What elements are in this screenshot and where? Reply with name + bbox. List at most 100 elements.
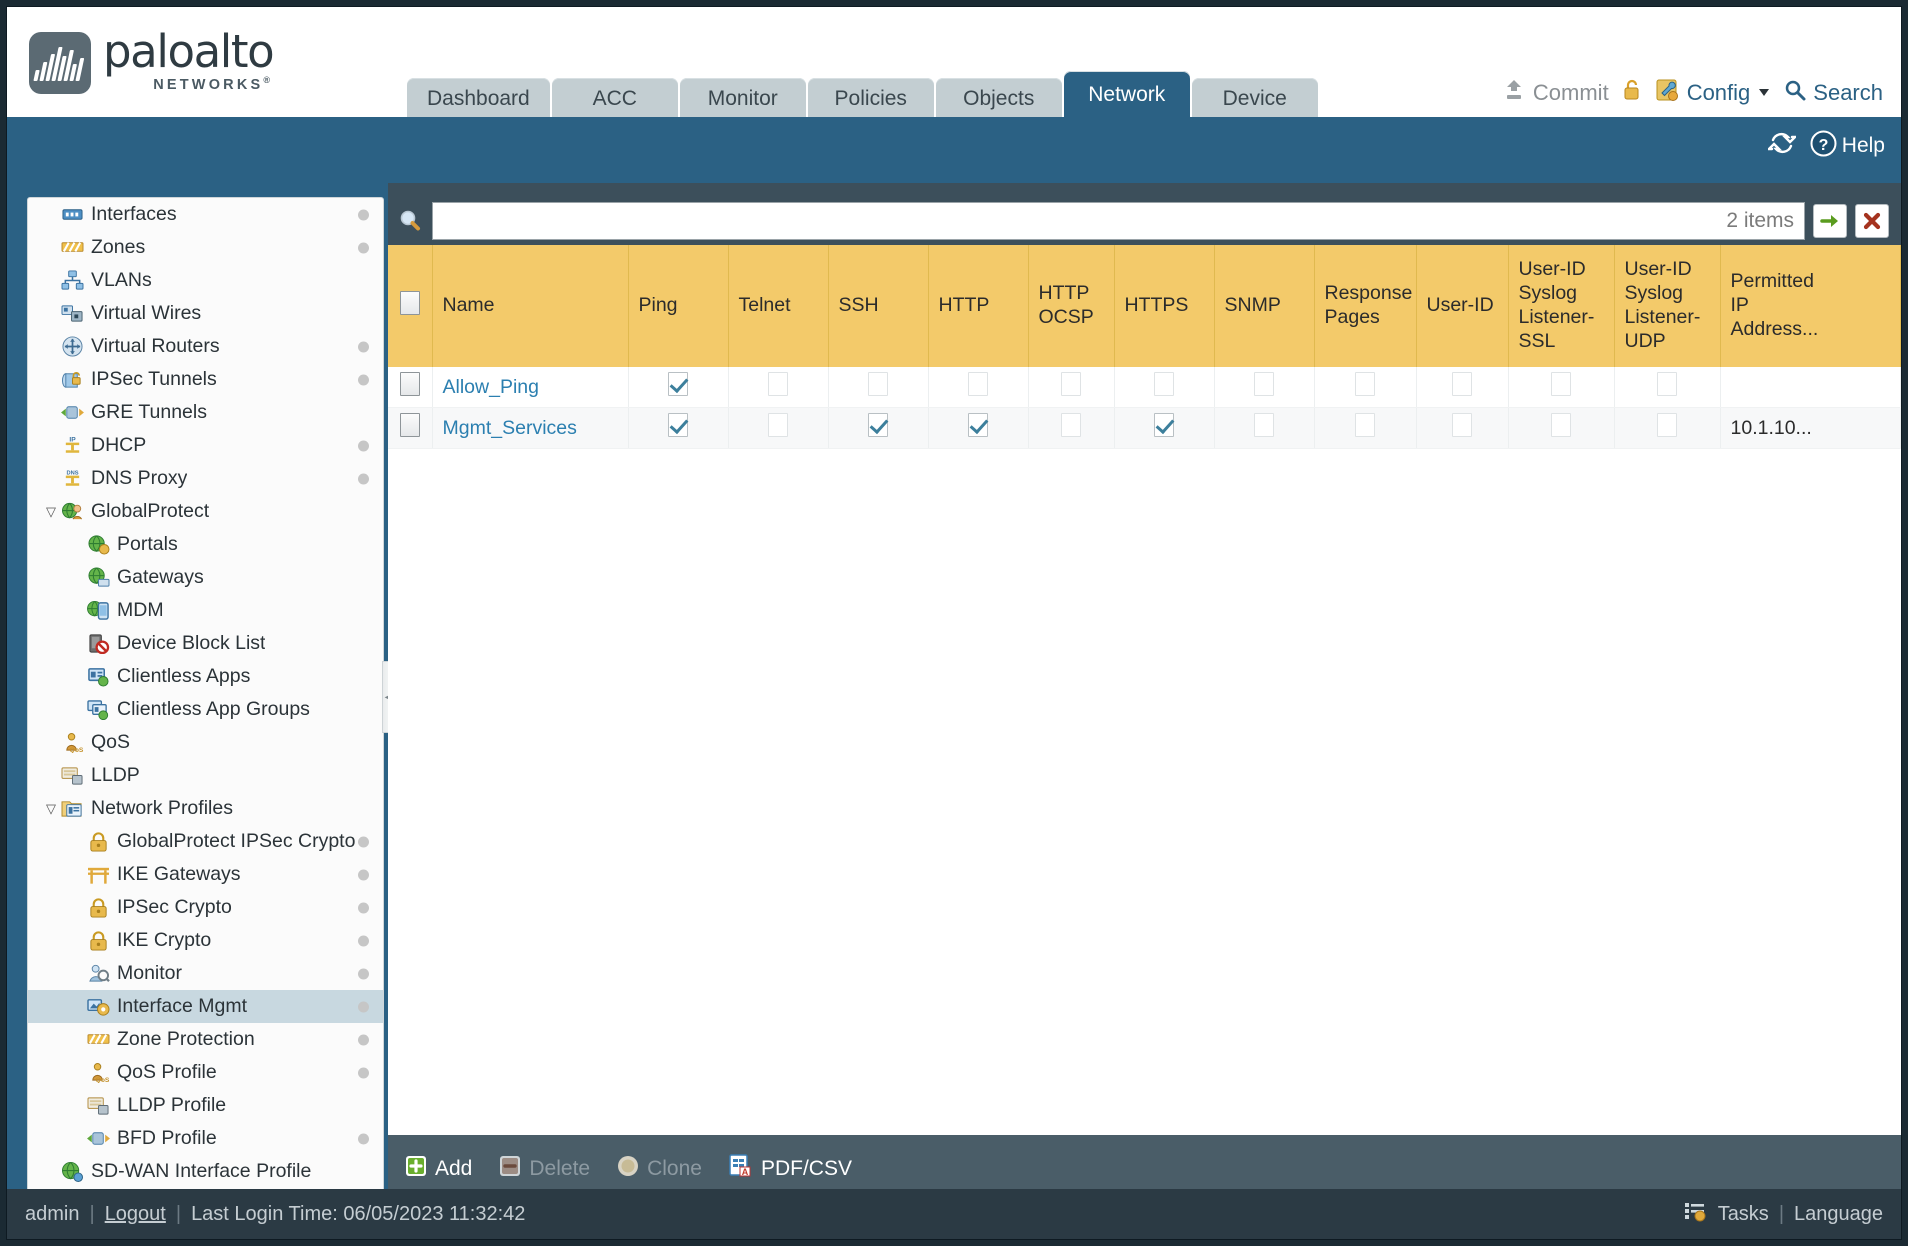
sidebar-item-dns-proxy[interactable]: DNS DNS Proxy — [28, 462, 383, 495]
checkbox-response-pages[interactable] — [1355, 413, 1375, 437]
delete-button[interactable]: Delete — [498, 1154, 590, 1184]
row-select-checkbox[interactable] — [400, 372, 420, 396]
col-ping[interactable]: Ping — [628, 245, 729, 367]
checkbox-ping[interactable] — [668, 413, 688, 437]
checkbox-snmp[interactable] — [1254, 413, 1274, 437]
tab-policies[interactable]: Policies — [807, 78, 934, 119]
tab-acc[interactable]: ACC — [551, 78, 678, 119]
filter-input-wrapper[interactable]: 2 items — [432, 202, 1805, 240]
refresh-icon[interactable] — [1765, 129, 1798, 163]
col-userid-syslog-udp[interactable]: User-ID Syslog Listener- UDP — [1614, 245, 1721, 367]
add-button[interactable]: Add — [404, 1154, 472, 1184]
col-name[interactable]: Name — [432, 245, 629, 367]
col-telnet[interactable]: Telnet — [728, 245, 829, 367]
apply-filter-button[interactable] — [1813, 204, 1847, 238]
sidebar-item-ipsec-tunnels[interactable]: IPSec Tunnels — [28, 363, 383, 396]
checkbox-userid-syslog-ssl[interactable] — [1551, 372, 1571, 396]
checkbox-userid-syslog-udp[interactable] — [1657, 413, 1677, 437]
sidebar-item-dhcp[interactable]: IP DHCP — [28, 429, 383, 462]
checkbox-telnet[interactable] — [768, 372, 788, 396]
search-input[interactable] — [443, 203, 1719, 239]
checkbox-user-id[interactable] — [1452, 413, 1472, 437]
tab-monitor[interactable]: Monitor — [679, 78, 806, 119]
col-response-pages[interactable]: Response Pages — [1314, 245, 1417, 367]
help-button[interactable]: ? Help — [1810, 130, 1885, 163]
sidebar-item-qos[interactable]: QoS QoS — [28, 726, 383, 759]
sidebar-item-interface-mgmt[interactable]: Interface Mgmt — [28, 990, 383, 1023]
profile-name-link[interactable]: Allow_Ping — [442, 375, 539, 398]
checkbox-userid-syslog-ssl[interactable] — [1551, 413, 1571, 437]
col-http-ocsp[interactable]: HTTP OCSP — [1028, 245, 1115, 367]
clone-button[interactable]: Clone — [616, 1154, 702, 1184]
checkbox-http-ocsp[interactable] — [1061, 372, 1081, 396]
unlock-icon[interactable] — [1620, 77, 1644, 109]
checkbox-telnet[interactable] — [768, 413, 788, 437]
col-user-id[interactable]: User-ID — [1416, 245, 1509, 367]
checkbox-https[interactable] — [1154, 413, 1174, 437]
sidebar-item-bfd-profile[interactable]: BFD Profile — [28, 1122, 383, 1155]
sidebar-item-virtual-wires[interactable]: Virtual Wires — [28, 297, 383, 330]
paloalto-logo[interactable]: paloalto NETWORKS® — [29, 29, 275, 95]
sidebar-item-lldp[interactable]: LLDP — [28, 759, 383, 792]
language-button[interactable]: Language — [1794, 1202, 1883, 1225]
select-all-checkbox[interactable] — [400, 290, 420, 315]
sidebar-item-gre-tunnels[interactable]: GRE Tunnels — [28, 396, 383, 429]
checkbox-ssh[interactable] — [868, 413, 888, 437]
sidebar-item-device-block-list[interactable]: Device Block List — [28, 627, 383, 660]
table-row[interactable]: Mgmt_Services 10.1.10... — [388, 407, 1901, 449]
sidebar-item-globalprotect[interactable]: ▽ GlobalProtect — [28, 495, 383, 528]
col-snmp[interactable]: SNMP — [1214, 245, 1315, 367]
sidebar-item-sd-wan-interface-profile[interactable]: SD-WAN Interface Profile — [28, 1155, 383, 1188]
sidebar-item-ike-gateways[interactable]: IKE Gateways — [28, 858, 383, 891]
tree-twisty-icon[interactable]: ▽ — [46, 503, 56, 519]
search-button[interactable]: Search — [1783, 78, 1883, 108]
clear-filter-button[interactable] — [1855, 204, 1889, 238]
profile-name-link[interactable]: Mgmt_Services — [442, 416, 577, 439]
sidebar-item-zone-protection[interactable]: Zone Protection — [28, 1023, 383, 1056]
col-ssh[interactable]: SSH — [828, 245, 929, 367]
logout-link[interactable]: Logout — [104, 1202, 166, 1225]
tab-network[interactable]: Network — [1063, 71, 1190, 119]
tasks-button[interactable]: Tasks — [1717, 1202, 1769, 1225]
checkbox-userid-syslog-udp[interactable] — [1657, 372, 1677, 396]
sidebar-item-network-profiles[interactable]: ▽ Network Profiles — [28, 792, 383, 825]
checkbox-http-ocsp[interactable] — [1061, 413, 1081, 437]
row-select-checkbox[interactable] — [400, 413, 420, 437]
col-permitted-ip[interactable]: Permitted IP Address... — [1720, 245, 1901, 367]
sidebar-item-monitor[interactable]: Monitor — [28, 957, 383, 990]
tab-device[interactable]: Device — [1191, 78, 1318, 119]
checkbox-snmp[interactable] — [1254, 372, 1274, 396]
sidebar-item-status-dot — [358, 935, 369, 946]
sidebar-item-vlans[interactable]: VLANs — [28, 264, 383, 297]
checkbox-https[interactable] — [1154, 372, 1174, 396]
sidebar-item-portals[interactable]: Portals — [28, 528, 383, 561]
col-http[interactable]: HTTP — [928, 245, 1029, 367]
checkbox-ssh[interactable] — [868, 372, 888, 396]
sidebar-item-virtual-routers[interactable]: Virtual Routers — [28, 330, 383, 363]
sidebar-item-mdm[interactable]: MDM — [28, 594, 383, 627]
checkbox-ping[interactable] — [668, 372, 688, 396]
checkbox-http[interactable] — [968, 372, 988, 396]
sidebar-item-globalprotect-ipsec-crypto[interactable]: GlobalProtect IPSec Crypto — [28, 825, 383, 858]
sidebar-item-interfaces[interactable]: Interfaces — [28, 198, 383, 231]
checkbox-response-pages[interactable] — [1355, 372, 1375, 396]
col-userid-syslog-ssl[interactable]: User-ID Syslog Listener- SSL — [1508, 245, 1615, 367]
table-row[interactable]: Allow_Ping — [388, 367, 1901, 408]
config-menu[interactable]: Config — [1655, 77, 1773, 109]
sidebar-item-gateways[interactable]: Gateways — [28, 561, 383, 594]
sidebar-item-clientless-apps[interactable]: Clientless Apps — [28, 660, 383, 693]
tab-dashboard[interactable]: Dashboard — [407, 78, 550, 119]
commit-button[interactable]: Commit — [1501, 77, 1609, 109]
sidebar-item-zones[interactable]: Zones — [28, 231, 383, 264]
sidebar-item-qos-profile[interactable]: QoS QoS Profile — [28, 1056, 383, 1089]
checkbox-user-id[interactable] — [1452, 372, 1472, 396]
col-https[interactable]: HTTPS — [1114, 245, 1215, 367]
checkbox-http[interactable] — [968, 413, 988, 437]
sidebar-item-ike-crypto[interactable]: IKE Crypto — [28, 924, 383, 957]
sidebar-item-lldp-profile[interactable]: LLDP Profile — [28, 1089, 383, 1122]
sidebar-item-clientless-app-groups[interactable]: Clientless App Groups — [28, 693, 383, 726]
sidebar-item-ipsec-crypto[interactable]: IPSec Crypto — [28, 891, 383, 924]
pdf-csv-button[interactable]: A PDF/CSV — [728, 1153, 852, 1185]
tab-objects[interactable]: Objects — [935, 78, 1062, 119]
tree-twisty-icon[interactable]: ▽ — [46, 800, 56, 816]
